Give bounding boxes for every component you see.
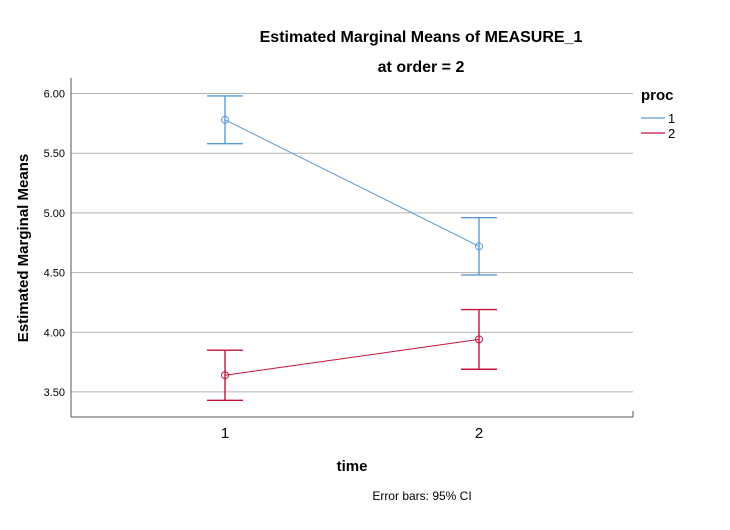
y-tick-label: 4.50 (44, 268, 65, 280)
legend-label: 1 (668, 111, 675, 126)
x-axis-label: time (337, 458, 368, 475)
legend-title: proc (641, 87, 674, 104)
y-tick-label: 5.00 (44, 208, 65, 220)
data-point (221, 115, 229, 124)
legend-label: 2 (668, 126, 675, 141)
y-tick-label: 4.00 (44, 327, 65, 339)
data-point (475, 242, 483, 251)
y-tick-label: 6.00 (44, 89, 65, 101)
y-tick-labels: 6.00 5.50 5.00 4.50 4.00 3.50 (44, 89, 65, 399)
y-axis-label: Estimated Marginal Means (15, 154, 32, 342)
y-tick-label: 5.50 (44, 148, 65, 160)
series (207, 95, 497, 401)
series-2 (207, 308, 497, 401)
series-line (224, 338, 480, 376)
chart-title: Estimated Marginal Means of MEASURE_1 (260, 29, 583, 46)
y-tick-label: 3.50 (44, 387, 65, 399)
data-point (221, 371, 229, 380)
x-tick-label: 1 (221, 425, 229, 442)
legend: proc 12 (641, 87, 675, 141)
series-1 (207, 95, 497, 276)
series-line (224, 119, 480, 247)
axes (70, 78, 634, 418)
chart-subtitle: at order = 2 (378, 59, 465, 76)
x-tick-label: 2 (475, 425, 483, 442)
legend-items: 12 (641, 111, 675, 141)
grid-lines (71, 93, 633, 393)
error-bars-note: Error bars: 95% CI (372, 489, 471, 503)
data-point (475, 335, 483, 344)
